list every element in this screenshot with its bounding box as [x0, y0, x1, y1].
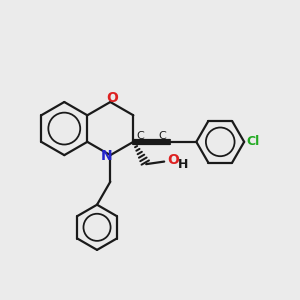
Text: Cl: Cl — [246, 135, 260, 148]
Text: C: C — [137, 131, 145, 141]
Text: O: O — [106, 91, 119, 105]
Text: N: N — [101, 149, 113, 163]
Text: C: C — [159, 131, 166, 141]
Text: H: H — [178, 158, 188, 171]
Text: O: O — [167, 153, 179, 167]
